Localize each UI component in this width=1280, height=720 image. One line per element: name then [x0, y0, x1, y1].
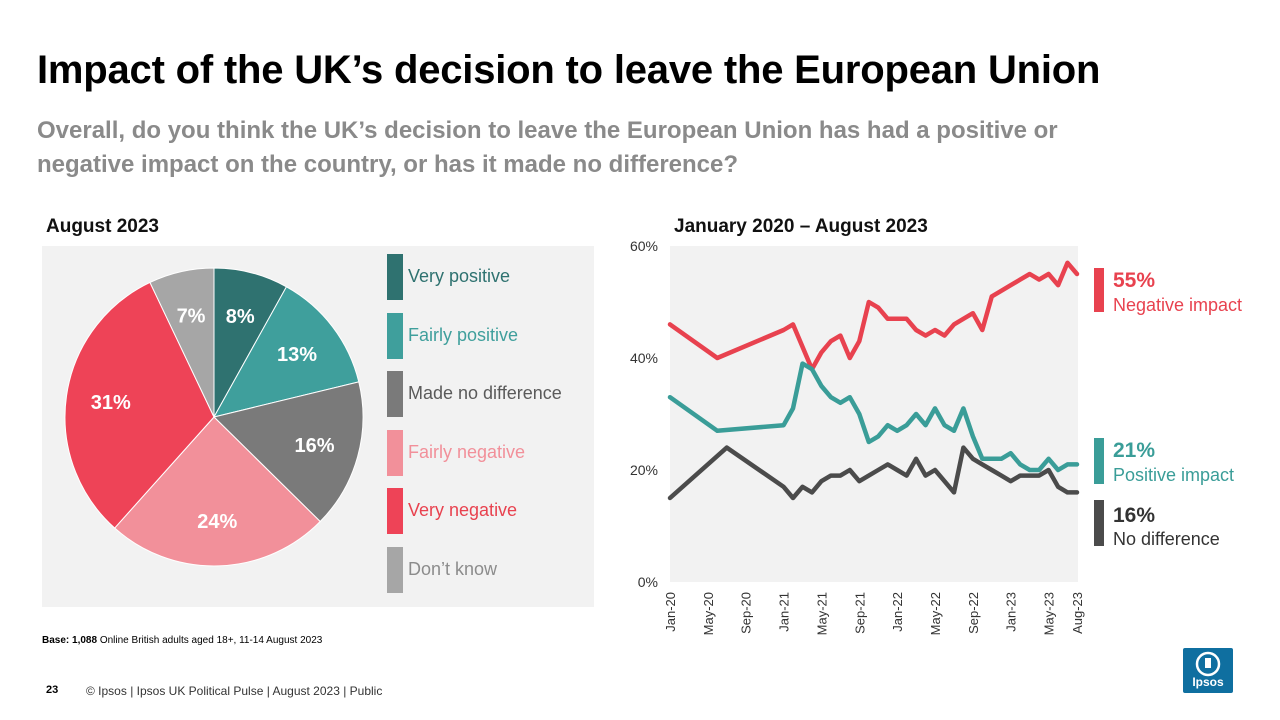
base-text: Online British adults aged 18+, 11-14 Au… — [97, 635, 323, 646]
base-label: Base: — [42, 635, 70, 646]
base-number: 1,088 — [72, 635, 98, 646]
x-tick-label: Sep-21 — [852, 592, 867, 634]
x-tick-label: Jan-20 — [663, 592, 678, 632]
x-tick-label: Jan-21 — [777, 592, 792, 632]
legend-swatch — [387, 429, 403, 476]
y-tick-label: 60% — [630, 238, 658, 254]
legend-label: Very negative — [408, 500, 518, 520]
legend-label: Made no difference — [408, 383, 562, 403]
legend-label: Very positive — [408, 266, 511, 286]
y-tick-label: 20% — [630, 462, 658, 478]
legend-item-very-positive: Very positive — [387, 254, 587, 300]
page-number: 23 — [46, 684, 59, 696]
legend-swatch — [387, 488, 403, 534]
series-line-no-difference — [667, 445, 1080, 501]
x-tick-label: May-20 — [701, 592, 716, 635]
footer-text: © Ipsos | Ipsos UK Political Pulse | Aug… — [86, 684, 383, 698]
end-label-positive-impact: Positive impact — [1113, 465, 1234, 485]
pie-slice-fairly-negative — [113, 416, 321, 567]
pie-panel-title: August 2023 — [46, 216, 159, 237]
legend-swatch — [387, 312, 403, 359]
end-label-negative-impact: Negative impact — [1113, 295, 1242, 315]
x-tick-label: Aug-23 — [1070, 592, 1085, 634]
end-marker-negative-impact — [1094, 268, 1104, 312]
legend-label: Fairly positive — [408, 324, 519, 345]
pie-label-fairly-positive: 13% — [277, 344, 317, 366]
line-panel-title: January 2020 – August 2023 — [674, 216, 928, 237]
pie-label-made-no-difference: 16% — [295, 435, 335, 457]
pie-chart-panel: 8% 13% 16% 24% 31% 7% Very positive Fairly pos… — [42, 246, 594, 607]
x-tick-label: Jan-23 — [1004, 592, 1019, 632]
legend-label: Fairly negative — [408, 441, 526, 462]
end-label-no-difference: No difference — [1113, 529, 1220, 549]
series-line-negative-impact — [667, 260, 1080, 372]
series-line-positive-impact — [667, 361, 1080, 473]
logo-mark-icon — [1195, 651, 1221, 677]
legend-swatch — [387, 371, 403, 417]
pie-slice-made-no-difference — [213, 381, 364, 523]
pie-label-don-t-know: 7% — [177, 305, 206, 327]
pie-label-very-positive: 8% — [226, 306, 255, 328]
legend-swatch — [387, 254, 403, 300]
base-note: Base: 1,088 Online British adults aged 1… — [42, 635, 322, 646]
page-title: Impact of the UK’s decision to leave the… — [37, 48, 1101, 92]
legend-label: Don’t know — [408, 558, 498, 579]
legend-item-don-t-know: Don’t know — [387, 546, 587, 593]
line-chart-panel — [670, 246, 1078, 582]
end-value-positive-impact: 21% — [1113, 439, 1155, 462]
x-tick-label: May-21 — [814, 592, 829, 635]
page-subtitle: Overall, do you think the UK’s decision … — [37, 117, 1058, 178]
y-tick-label: 0% — [638, 574, 658, 590]
legend-item-fairly-positive: Fairly positive — [387, 312, 587, 359]
pie-slice-don-t-know — [149, 267, 215, 418]
x-tick-label: Sep-20 — [739, 592, 754, 634]
end-value-negative-impact: 55% — [1113, 269, 1155, 292]
y-tick-label: 40% — [630, 350, 658, 366]
pie-slice-very-negative — [64, 281, 215, 529]
pie-slice-fairly-positive — [213, 286, 360, 418]
x-tick-label: Jan-22 — [890, 592, 905, 632]
legend-swatch — [387, 546, 403, 593]
legend-item-made-no-difference: Made no difference — [387, 371, 587, 417]
x-tick-label: Sep-22 — [966, 592, 981, 634]
pie-label-very-negative: 31% — [91, 392, 131, 414]
ipsos-logo: Ipsos — [1183, 648, 1233, 693]
logo-text: Ipsos — [1192, 675, 1224, 689]
legend-item-fairly-negative: Fairly negative — [387, 429, 587, 476]
line-chart: 0% 20% 40% 60% Jan-20 May-20 Sep-20 Jan-21 May-2… — [630, 238, 1242, 635]
pie-chart: 8% 13% 16% 24% 31% 7% — [64, 267, 364, 567]
pie-label-fairly-negative: 24% — [197, 511, 237, 533]
legend-item-very-negative: Very negative — [387, 488, 587, 534]
x-tick-label: May-23 — [1042, 592, 1057, 635]
end-marker-no-difference — [1094, 500, 1104, 546]
end-marker-positive-impact — [1094, 438, 1104, 484]
x-tick-label: May-22 — [928, 592, 943, 635]
end-value-no-difference: 16% — [1113, 504, 1155, 527]
